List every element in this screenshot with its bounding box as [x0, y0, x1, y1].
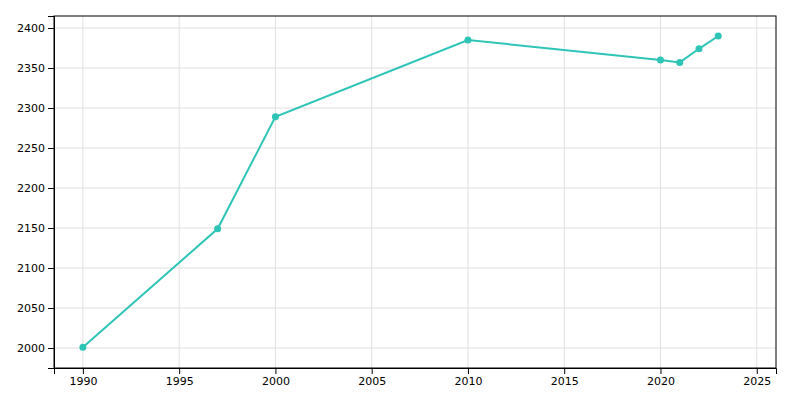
- tick: 2015: [551, 368, 579, 388]
- tick: 2005: [358, 368, 386, 388]
- point: [657, 57, 664, 64]
- plot-frame: [54, 16, 776, 368]
- tick: 2100: [17, 262, 54, 275]
- grid-line: [275, 16, 276, 368]
- tick: 2010: [454, 368, 482, 388]
- tick-label: 2020: [647, 375, 675, 388]
- tick: 2200: [17, 182, 54, 195]
- tick: 2025: [743, 368, 771, 388]
- tick-mark: [83, 368, 84, 374]
- tick-label: 2025: [743, 375, 771, 388]
- tick-label: 1995: [166, 375, 194, 388]
- point: [464, 37, 471, 44]
- grid-line: [54, 228, 776, 229]
- tick: 2020: [647, 368, 675, 388]
- tick-label: 2150: [17, 222, 45, 235]
- point: [676, 59, 683, 66]
- grid-line: [54, 148, 776, 149]
- grid-line: [54, 28, 776, 29]
- point: [214, 225, 221, 232]
- tick-mark: [179, 368, 180, 374]
- grid-line: [54, 188, 776, 189]
- grid-line: [660, 16, 661, 368]
- plot: 1990 1995 2000 2005 2010 2015 2020 2025 2000 2050…: [17, 16, 777, 388]
- grid-line: [54, 68, 776, 69]
- tick-mark: [372, 368, 373, 374]
- tick: 1990: [69, 368, 97, 388]
- point: [695, 45, 702, 52]
- tick: 2150: [17, 222, 54, 235]
- tick-label: 2400: [17, 22, 45, 35]
- y-axis: 2000 2050 2100 2150 2200 2250 2300 2350 2400: [17, 17, 55, 369]
- grid-line: [82, 16, 83, 368]
- grid: [54, 16, 776, 368]
- tick-label: 2050: [17, 302, 45, 315]
- tick-label: 2000: [17, 342, 45, 355]
- axis-line: [55, 369, 777, 375]
- tick: 2250: [17, 142, 54, 155]
- x-axis: 1990 1995 2000 2005 2010 2015 2020 2025: [55, 368, 777, 388]
- tick-mark: [48, 308, 54, 309]
- tick: 2350: [17, 62, 54, 75]
- tick-mark: [48, 268, 54, 269]
- grid-line: [54, 268, 776, 269]
- tick-mark: [48, 188, 54, 189]
- tick-mark: [48, 108, 54, 109]
- grid-line: [371, 16, 372, 368]
- tick-label: 2000: [262, 375, 290, 388]
- tick-label: 2250: [17, 142, 45, 155]
- tick-mark: [564, 368, 565, 374]
- tick-mark: [48, 68, 54, 69]
- grid-line: [54, 108, 776, 109]
- point: [272, 113, 279, 120]
- tick: 1995: [166, 368, 194, 388]
- tick: 2000: [17, 342, 54, 355]
- tick-mark: [48, 148, 54, 149]
- tick-label: 2100: [17, 262, 45, 275]
- grid-line: [54, 308, 776, 309]
- tick-mark: [660, 368, 661, 374]
- tick-label: 2015: [551, 375, 579, 388]
- grid-line: [756, 16, 757, 368]
- tick: 2400: [17, 22, 54, 35]
- tick-mark: [757, 368, 758, 374]
- tick-label: 2350: [17, 62, 45, 75]
- marks: [79, 33, 721, 351]
- axis-line: [48, 17, 55, 369]
- grid-line: [179, 16, 180, 368]
- grid-line: [564, 16, 565, 368]
- point: [715, 33, 722, 40]
- grid-line: [467, 16, 468, 368]
- tick-label: 2005: [358, 375, 386, 388]
- tick-label: 2200: [17, 182, 45, 195]
- tick-mark: [48, 28, 54, 29]
- chart: 1990 1995 2000 2005 2010 2015 2020 2025 2000 2050…: [0, 0, 800, 400]
- tick-mark: [48, 348, 54, 349]
- tick-label: 1990: [69, 375, 97, 388]
- tick: 2050: [17, 302, 54, 315]
- tick-label: 2300: [17, 102, 45, 115]
- tick: 2300: [17, 102, 54, 115]
- tick-mark: [468, 368, 469, 374]
- tick-mark: [275, 368, 276, 374]
- tick-label: 2010: [454, 375, 482, 388]
- tick: 2000: [262, 368, 290, 388]
- tick-mark: [48, 228, 54, 229]
- line: [83, 36, 718, 347]
- grid-line: [54, 348, 776, 349]
- point: [79, 344, 86, 351]
